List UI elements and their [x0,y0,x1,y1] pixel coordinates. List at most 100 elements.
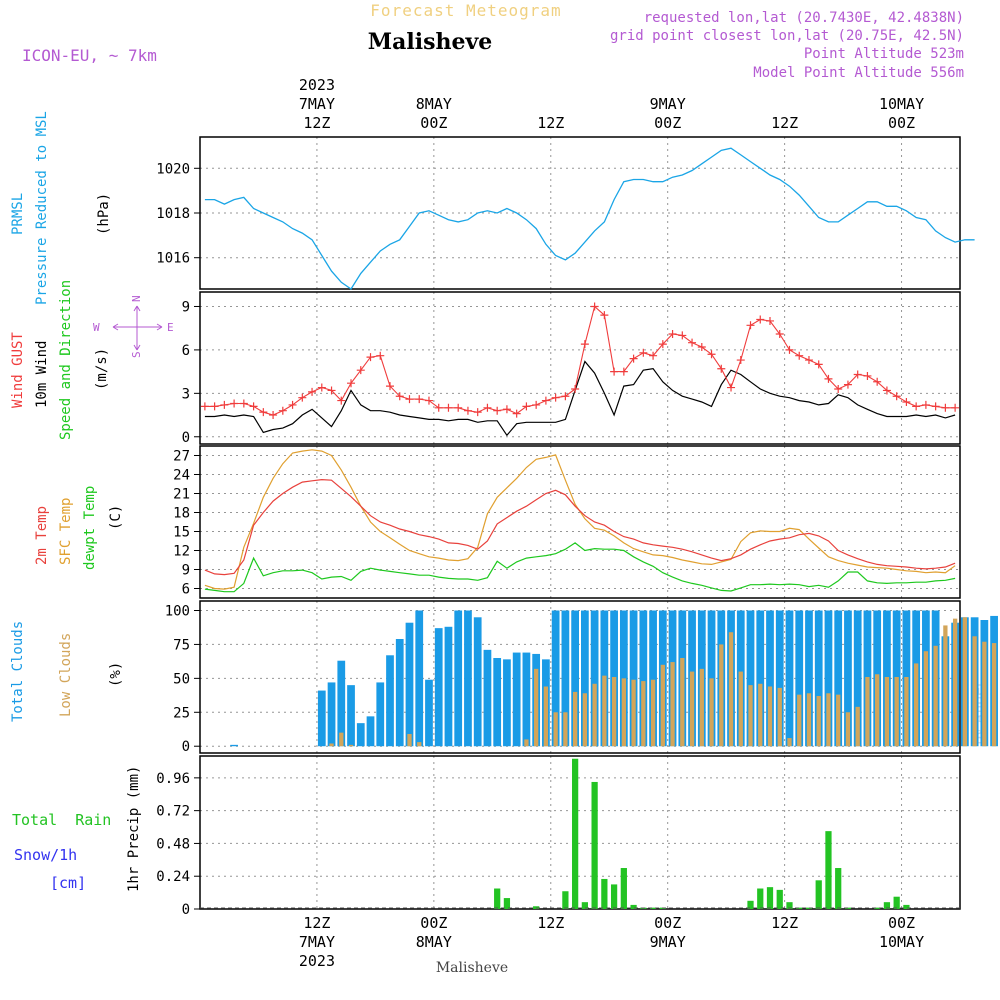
rain-bar [620,868,627,909]
gust-marker [473,408,482,417]
gust-marker [239,399,248,408]
gust-marker [678,331,687,340]
y-tick-label: 0 [182,739,190,755]
gust-marker [610,367,619,376]
gust-marker [541,396,550,405]
total-cloud-bar [814,610,823,747]
gust-marker [249,402,258,411]
compass-rose: N S W E [93,295,174,358]
panel-2: 0 3 6 9 [182,291,961,446]
low-cloud-bar [339,732,344,747]
time-label: 2023 [299,952,335,970]
point-altitude: Point Altitude 523m [804,46,964,62]
low-cloud-bar [689,671,695,747]
precip-labels: Total Rain Snow/1h [cm] 1hr Precip (mm) [12,766,142,892]
wind-labels: Wind GUST 10m Wind Speed and Direction (… [10,280,174,440]
low-cloud-bar [524,739,529,747]
rain-bar [786,902,793,909]
gust-marker [619,367,628,376]
y-tick-label: 50 [173,671,190,687]
rain-bar [825,831,832,909]
gust-marker [912,402,921,411]
y-tick-label: 1020 [156,161,190,177]
low-cloud-bar [738,671,743,747]
rain-bar [494,888,501,909]
y-tick-label: 18 [173,506,190,522]
rain-bar [649,907,657,909]
gust-marker [259,408,268,417]
gust-marker [804,356,813,365]
time-label: 00Z [420,914,447,932]
time-label: 00Z [888,914,915,932]
prmsl-label: PRMSL [10,193,26,235]
gust-marker [668,329,677,338]
time-label: 12Z [303,914,330,932]
gust-marker [600,311,609,320]
gust-marker [551,393,560,402]
total-cloud-bar [444,626,453,747]
total-cloud-bar [844,610,852,747]
gust-label: Wind GUST [10,332,26,408]
total-cloud-bar [571,610,579,747]
panel-frame [199,755,961,910]
panel-4: 0 25 50 75 100 [165,600,998,755]
gust-marker [639,348,648,357]
low-cloud-bar [923,651,929,747]
rain-bar [503,898,511,909]
gust-marker [532,400,541,409]
gust-marker [493,406,502,415]
gust-marker [444,403,453,412]
total-cloud-bar [230,744,238,747]
gust-marker [347,379,356,388]
low-cloud-bar [592,683,597,747]
y-tick-label: 24 [173,468,190,484]
rain-bar [747,900,754,909]
total-cloud-bar [805,610,813,747]
gust-marker [308,387,317,396]
y-tick-label: 75 [173,637,190,653]
time-label: 8MAY [416,95,452,113]
snow-label: Snow/1h [14,846,77,864]
low-cloud-bar [758,683,763,747]
total-cloud-bar [834,610,843,747]
gust-marker [873,377,882,386]
pressure-labels: PRMSL Pressure Reduced to MSL (hPa) [10,111,112,305]
gust-marker [386,382,394,391]
sfc-temp-label: SFC Temp [58,498,74,565]
total-cloud-bar [775,610,784,747]
time-label: 9MAY [650,95,686,113]
gust-marker [366,353,375,362]
compass-east: E [167,321,174,334]
gust-marker [356,366,365,375]
total-cloud-bar [766,610,774,747]
low-cloud-bar [641,681,646,747]
low-cloud-bar [660,664,665,747]
low-cloud-bar [650,679,656,747]
time-label: 00Z [420,114,447,132]
low-cloud-bar [719,644,724,747]
y-tick-label: 15 [173,525,190,541]
rain-bar [766,887,774,909]
low-cloud-bar [845,712,851,747]
rain-bar [805,907,813,909]
gust-marker [727,383,736,392]
total-cloud-bar [376,682,385,747]
low-cloud-bar [865,677,870,747]
wind10m-label: 10m Wind [34,341,50,408]
gust-marker [327,386,336,395]
gust-marker [288,400,297,409]
gust-marker [688,338,697,347]
low-cloud-bar [875,674,880,747]
total-cloud-bar [551,610,560,747]
gust-marker [376,351,385,360]
low-cloud-bar [621,678,626,747]
y-tick-label: 27 [173,449,190,465]
low-cloud-bar [543,686,549,747]
rain-bar [893,896,900,909]
low-cloud-bar [709,678,714,747]
total-cloud-bar [561,610,570,747]
y-tick-label: 1016 [156,251,190,267]
compass-north: N [130,295,143,302]
y-tick-label: 21 [173,487,190,503]
